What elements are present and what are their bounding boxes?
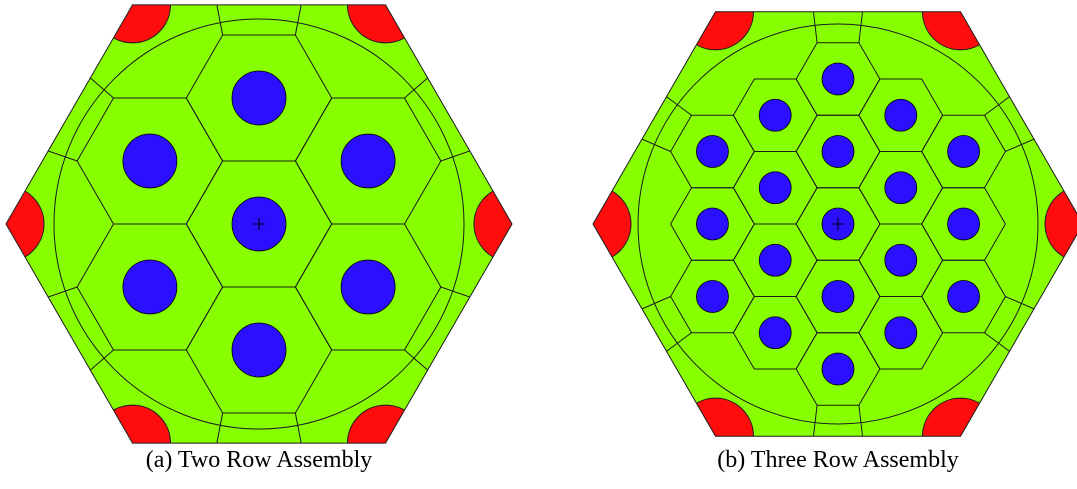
fuel-pin: [821, 135, 855, 168]
fuel-pin: [758, 171, 792, 205]
fuel-pin: [758, 316, 792, 350]
fuel-pin: [821, 62, 855, 96]
corner-segment: [473, 185, 512, 263]
fuel-pin: [122, 259, 178, 315]
fuel-pin: [884, 243, 918, 277]
subchannel-line: [858, 11, 869, 43]
fuel-pin: [340, 259, 396, 315]
fuel-pin: [696, 207, 729, 241]
subchannel-line: [807, 405, 818, 437]
subchannel-line: [206, 412, 224, 444]
fuel-pin: [821, 280, 855, 313]
fuel-pin: [821, 352, 855, 386]
fuel-pin: [947, 135, 980, 168]
assembly-outline: [5, 4, 513, 444]
subchannel-line: [294, 412, 312, 444]
inner-circle: [53, 18, 465, 430]
corner-segment: [6, 185, 45, 263]
three-row-assembly-panel: [585, 0, 1077, 489]
three-row-assembly-diagram: [592, 11, 1077, 437]
fuel-pin: [758, 98, 792, 132]
fuel-pin: [696, 135, 729, 168]
fuel-pin: [122, 133, 178, 189]
fuel-pin: [231, 322, 287, 378]
fuel-pin: [884, 316, 918, 350]
inner-circle: [637, 23, 1039, 425]
assembly-outline: [592, 11, 1077, 437]
corner-segment: [593, 185, 632, 263]
caption-three-row: (b) Three Row Assembly: [717, 447, 959, 473]
fuel-pin: [947, 280, 980, 313]
fuel-pin: [231, 70, 287, 126]
fuel-pin: [884, 171, 918, 205]
fuel-pin: [947, 207, 980, 241]
subchannel-line: [807, 11, 818, 43]
corner-segment: [1044, 185, 1077, 263]
subchannel-line: [858, 405, 869, 437]
fuel-pin: [758, 243, 792, 277]
subchannel-line: [294, 4, 312, 36]
fuel-pin: [696, 280, 729, 313]
fuel-pin: [884, 98, 918, 132]
subchannel-line: [206, 4, 224, 36]
fuel-pin: [340, 133, 396, 189]
two-row-assembly-diagram: [5, 4, 513, 444]
two-row-assembly-panel: [0, 0, 530, 489]
caption-two-row: (a) Two Row Assembly: [145, 447, 373, 473]
